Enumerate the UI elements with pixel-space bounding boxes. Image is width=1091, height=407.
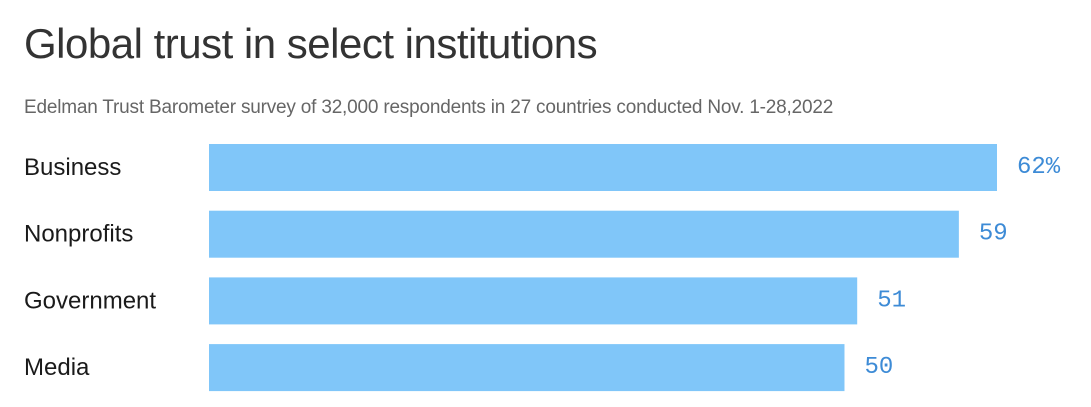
bar [209,277,858,325]
category-label: Media [24,354,90,381]
value-label: 62% [1017,154,1061,181]
bar [209,144,997,191]
category-label: Business [24,154,121,181]
value-label: 51 [877,287,906,314]
value-label: 59 [979,221,1008,248]
chart-title: Global trust in select institutions [24,20,598,67]
category-label: Nonprofits [24,221,133,248]
bar [209,344,845,392]
value-label: 50 [864,354,893,381]
bar [209,210,959,258]
category-label: Government [24,287,156,314]
chart-subtitle: Edelman Trust Barometer survey of 32,000… [24,97,834,118]
